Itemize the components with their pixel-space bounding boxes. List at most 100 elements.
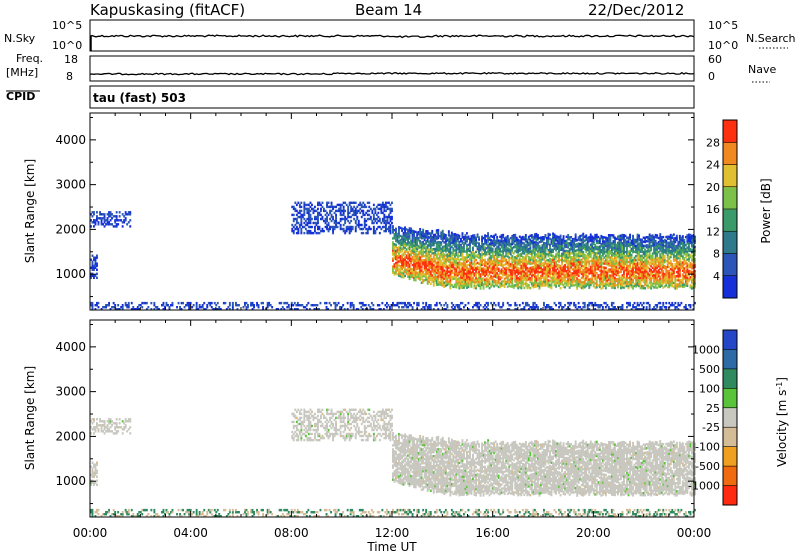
power-cell — [380, 205, 383, 209]
power-cell — [620, 268, 622, 272]
power-cell — [306, 229, 309, 233]
power-cell — [458, 287, 461, 290]
power-cell — [671, 274, 674, 278]
power-cell — [431, 250, 434, 253]
power-cell — [124, 219, 127, 222]
power-cell — [464, 234, 467, 237]
power-cell — [532, 282, 535, 285]
power-cell — [543, 278, 545, 281]
power-cell — [363, 221, 366, 225]
power-cell — [414, 254, 417, 258]
power-cell — [511, 239, 514, 242]
power-cell — [463, 258, 465, 261]
power-cell — [463, 236, 465, 239]
power-cell — [606, 257, 609, 260]
power-cell — [612, 278, 615, 281]
power-cell — [458, 234, 461, 238]
power-cell — [547, 283, 550, 286]
power-cell — [662, 252, 665, 255]
power-cell — [530, 268, 533, 271]
power-cell — [574, 265, 577, 269]
nave-tick-top: 60 — [708, 53, 722, 66]
power-cell — [523, 246, 526, 249]
power-cell — [639, 274, 642, 278]
power-cell — [497, 245, 500, 248]
power-cell — [416, 263, 419, 267]
power-cell — [533, 243, 536, 246]
power-cell — [615, 267, 618, 271]
power-cell — [139, 304, 142, 307]
power-cell — [437, 281, 440, 284]
power-cell — [381, 225, 384, 229]
power-cell — [410, 273, 413, 277]
power-cell — [317, 203, 319, 207]
power-cell — [441, 251, 444, 255]
power-cell — [472, 250, 474, 254]
power-cell — [565, 255, 568, 259]
power-cell — [671, 283, 674, 286]
power-cell — [417, 261, 420, 264]
power-cell — [585, 242, 588, 245]
power-cell — [686, 240, 689, 243]
power-cell — [533, 251, 536, 254]
power-cell — [485, 271, 488, 274]
power-cell — [405, 244, 408, 247]
power-cell — [449, 248, 452, 252]
power-cell — [401, 259, 404, 263]
power-cell — [460, 276, 462, 279]
power-cell — [526, 266, 529, 270]
power-cell — [416, 267, 419, 271]
power-cell — [650, 238, 653, 242]
power-cell — [651, 276, 654, 280]
power-cell — [618, 246, 621, 250]
power-cell — [559, 234, 562, 238]
power-cell — [686, 268, 689, 271]
power-cell — [512, 242, 515, 245]
power-cell — [582, 240, 585, 244]
power-cell — [618, 248, 621, 252]
power-cell — [476, 281, 479, 285]
power-cell — [691, 275, 693, 278]
power-cell — [518, 275, 521, 279]
power-cell — [632, 259, 635, 262]
power-cell — [452, 257, 455, 260]
power-cell — [453, 237, 456, 240]
power-cell — [626, 268, 628, 272]
power-cell — [579, 255, 582, 258]
power-cell — [627, 242, 630, 246]
power-cell — [335, 213, 338, 217]
power-cell — [530, 234, 533, 237]
power-cell — [694, 286, 696, 289]
power-cell — [429, 270, 432, 273]
power-cell — [633, 240, 636, 243]
power-cell — [94, 264, 97, 268]
power-cell — [295, 227, 298, 231]
power-cell — [327, 205, 330, 209]
power-cell — [638, 282, 641, 286]
power-cell — [612, 254, 615, 257]
power-cell — [407, 275, 410, 278]
power-cell — [434, 267, 437, 271]
power-cell — [455, 278, 458, 281]
power-cell — [494, 249, 497, 253]
power-cell — [614, 238, 616, 241]
power-cell — [641, 258, 644, 262]
power-cell — [357, 221, 360, 225]
power-cell — [440, 249, 443, 252]
power-cell — [121, 221, 124, 224]
power-cell — [672, 271, 675, 275]
power-cell — [503, 247, 506, 250]
power-cell — [686, 246, 689, 249]
power-cell — [463, 274, 465, 277]
power-cell — [650, 273, 653, 276]
power-cell — [556, 263, 559, 267]
power-cell — [136, 306, 139, 309]
power-cell — [549, 283, 551, 287]
power-cell — [595, 235, 598, 239]
power-cell — [359, 203, 362, 207]
power-cell — [654, 256, 657, 259]
power-cell — [103, 221, 106, 224]
power-cell — [481, 255, 484, 259]
power-cell — [535, 237, 538, 240]
power-cell — [520, 266, 523, 270]
